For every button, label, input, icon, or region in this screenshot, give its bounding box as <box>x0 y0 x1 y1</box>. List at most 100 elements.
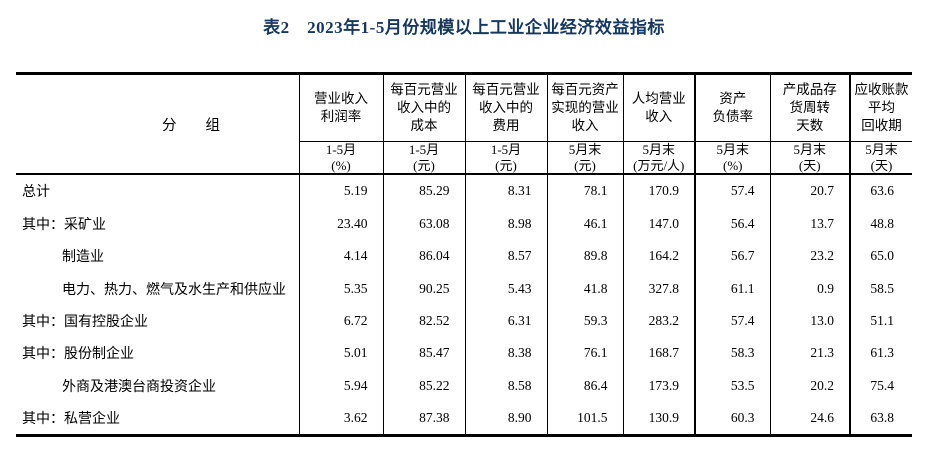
value-cell: 46.1 <box>546 207 623 240</box>
value-cell: 87.38 <box>382 401 465 436</box>
value-cell: 101.5 <box>546 401 623 436</box>
row-label: 其中：国有控股企业 <box>22 314 148 330</box>
header-row-periods: 1-5月 (%) 1-5月 (元) 1-5月 (元) 5月末 (元) 5月末 (万元/人) 5月末(… <box>16 141 912 176</box>
unit-label: (元) <box>574 157 596 173</box>
value-cell: 5.94 <box>298 369 383 402</box>
value-cell: 59.3 <box>546 304 623 338</box>
group-column-header: 分 组 <box>16 73 299 176</box>
value-cell: 51.1 <box>849 304 912 338</box>
column-header-period: 5月末 (天) <box>769 141 850 176</box>
column-header-period: 1-5月 (%) <box>298 141 383 176</box>
value-cell: 24.6 <box>769 401 850 436</box>
column-header-period: 5月末 (万元/人) <box>622 141 695 176</box>
value-cell: 61.3 <box>849 337 912 370</box>
value-cell: 20.7 <box>769 174 850 208</box>
period-label: 5月末 <box>716 142 749 157</box>
column-header-name: 每百元营业 收入中的 成本 <box>382 73 465 142</box>
period-label: 5月末 <box>793 142 826 157</box>
value-cell: 86.04 <box>382 239 465 273</box>
value-cell: 173.9 <box>622 369 695 402</box>
value-cell: 58.3 <box>694 337 770 370</box>
table-header: 分 组 营业收入 利润率 每百元营业 收入中的 成本 每百元营业 收入中的 费用 每百… <box>16 73 912 176</box>
value-cell: 63.8 <box>849 401 912 436</box>
unit-label: (%) <box>723 157 743 173</box>
period-label: 5月末 <box>568 142 602 157</box>
value-cell: 0.9 <box>769 272 850 305</box>
indicators-table: 分 组 营业收入 利润率 每百元营业 收入中的 成本 每百元营业 收入中的 费用 每百… <box>16 72 912 438</box>
value-cell: 78.1 <box>546 174 623 208</box>
value-cell: 8.90 <box>464 401 547 436</box>
period-label: 1-5月 <box>490 142 522 157</box>
value-cell: 170.9 <box>622 174 695 208</box>
value-cell: 86.4 <box>546 369 623 402</box>
value-cell: 41.8 <box>546 272 623 305</box>
column-header-name: 每百元营业 收入中的 费用 <box>464 73 547 142</box>
table-row: 总计 5.19 85.29 8.31 78.1 170.9 57.4 20.7 63.6 <box>16 174 912 208</box>
period-label: 5月末 <box>642 142 675 157</box>
value-cell: 5.19 <box>298 174 383 208</box>
table-row: 其中：采矿业 23.40 63.08 8.98 46.1 147.0 56.4 13.7 48.… <box>16 207 912 240</box>
value-cell: 8.38 <box>464 337 547 370</box>
value-cell: 327.8 <box>622 272 695 305</box>
column-header-period: 1-5月 (元) <box>382 141 465 176</box>
column-header-name: 营业收入 利润率 <box>298 73 383 142</box>
value-cell: 8.57 <box>464 239 547 273</box>
period-label: 1-5月 <box>408 142 440 157</box>
value-cell: 6.72 <box>298 304 383 338</box>
row-label: 电力、热力、燃气及水生产和供应业 <box>62 282 286 298</box>
column-header-name: 人均营业 收入 <box>622 73 695 142</box>
value-cell: 57.4 <box>694 174 770 208</box>
unit-label: (元) <box>495 157 517 173</box>
value-cell: 5.01 <box>298 337 383 370</box>
value-cell: 147.0 <box>622 207 695 240</box>
value-cell: 13.7 <box>769 207 850 240</box>
value-cell: 283.2 <box>622 304 695 338</box>
unit-label: (万元/人) <box>633 157 685 173</box>
value-cell: 13.0 <box>769 304 850 338</box>
column-header-name: 应收账款 平均 回收期 <box>849 73 912 142</box>
column-header-period: 5月末 (天) <box>849 141 912 176</box>
value-cell: 4.14 <box>298 239 383 273</box>
value-cell: 76.1 <box>546 337 623 370</box>
value-cell: 20.2 <box>769 369 850 402</box>
column-header-name: 资产 负债率 <box>694 73 770 142</box>
value-cell: 3.62 <box>298 401 383 436</box>
value-cell: 75.4 <box>849 369 912 402</box>
row-label: 其中：股份制企业 <box>22 347 134 363</box>
table-row: 其中：私营企业 3.62 87.38 8.90 101.5 130.9 60.3 24.6 63… <box>16 401 912 436</box>
value-cell: 89.8 <box>546 239 623 273</box>
value-cell: 61.1 <box>694 272 770 305</box>
value-cell: 5.35 <box>298 272 383 305</box>
value-cell: 63.08 <box>382 207 465 240</box>
value-cell: 58.5 <box>849 272 912 305</box>
unit-label: (天) <box>798 157 821 173</box>
row-label: 其中：私营企业 <box>22 412 120 428</box>
value-cell: 23.40 <box>298 207 383 240</box>
value-cell: 5.43 <box>464 272 547 305</box>
table-row: 其中：国有控股企业 6.72 82.52 6.31 59.3 283.2 57.4 13.0 5… <box>16 304 912 338</box>
row-label: 总计 <box>22 185 50 201</box>
row-label: 其中：采矿业 <box>22 217 106 233</box>
column-header-period: 5月末 (%) <box>694 141 770 176</box>
value-cell: 65.0 <box>849 239 912 273</box>
header-row-indicators: 分 组 营业收入 利润率 每百元营业 收入中的 成本 每百元营业 收入中的 费用 每百… <box>16 73 912 176</box>
unit-label: (%) <box>331 157 351 173</box>
value-cell: 56.7 <box>694 239 770 273</box>
value-cell: 53.5 <box>694 369 770 402</box>
table-row: 其中：股份制企业 5.01 85.47 8.38 76.1 168.7 58.3 21.3 61… <box>16 337 912 370</box>
value-cell: 168.7 <box>622 337 695 370</box>
value-cell: 85.47 <box>382 337 465 370</box>
value-cell: 82.52 <box>382 304 465 338</box>
value-cell: 60.3 <box>694 401 770 436</box>
value-cell: 130.9 <box>622 401 695 436</box>
unit-label: (元) <box>413 157 435 173</box>
column-header-name: 产成品存 货周转 天数 <box>769 73 850 142</box>
value-cell: 21.3 <box>769 337 850 370</box>
period-label: 1-5月 <box>325 142 357 157</box>
value-cell: 56.4 <box>694 207 770 240</box>
row-label: 制造业 <box>62 250 104 266</box>
unit-label: (天) <box>870 157 893 173</box>
table-row: 电力、热力、燃气及水生产和供应业 5.35 90.25 5.43 41.8 327.8 61… <box>16 272 912 305</box>
value-cell: 63.6 <box>849 174 912 208</box>
table-row: 外商及港澳台商投资企业 5.94 85.22 8.58 86.4 173.9 53.5 20.… <box>16 369 912 402</box>
